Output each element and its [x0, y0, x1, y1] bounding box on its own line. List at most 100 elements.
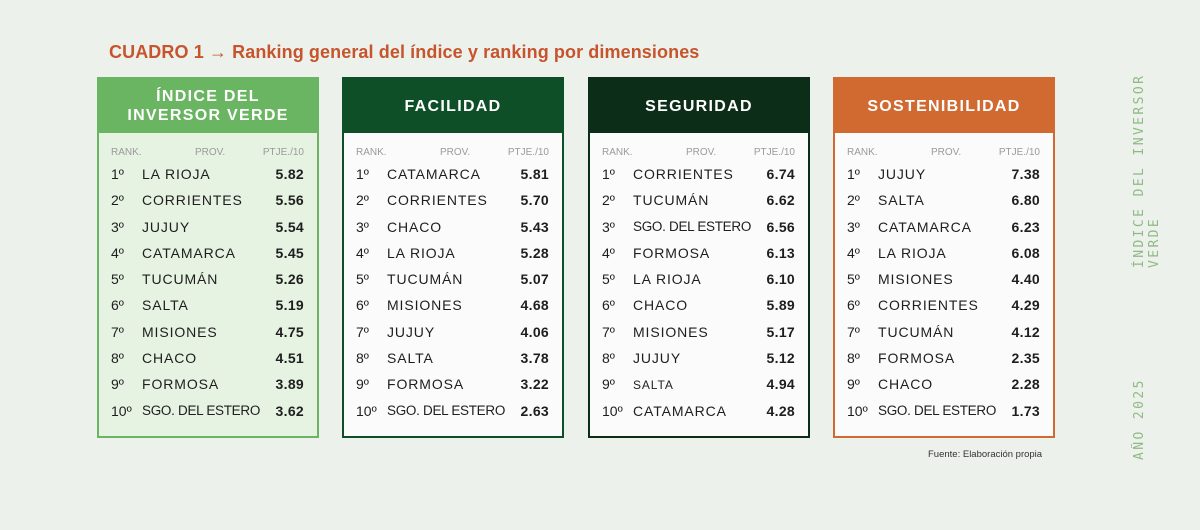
column-header-score: PTJE./10 [262, 147, 304, 158]
ranking-row: 6º CHACO 5.89 [590, 292, 808, 318]
column-header-prov: PROV. [195, 147, 226, 158]
sidebar-year-label: AÑO 2025 [1132, 378, 1147, 460]
score-value: 5.28 [520, 244, 549, 261]
rank-value: 3º [356, 218, 369, 235]
column-headers: RANK. PROV. PTJE./10 [835, 133, 1053, 163]
score-value: 6.23 [1011, 218, 1040, 235]
ranking-row: 8º SALTA 3.78 [344, 345, 562, 371]
score-value: 4.51 [275, 350, 304, 367]
ranking-row: 10º CATAMARCA 4.28 [590, 398, 808, 424]
ranking-row: 9º SALTA 4.94 [590, 371, 808, 397]
score-value: 5.17 [766, 323, 795, 340]
ranking-row: 1º JUJUY 7.38 [835, 161, 1053, 187]
province-name: CATAMARCA [878, 218, 972, 235]
score-value: 4.68 [520, 297, 549, 314]
province-name: CHACO [387, 218, 443, 235]
score-value: 6.08 [1011, 244, 1040, 261]
rank-value: 6º [111, 297, 124, 314]
ranking-row: 4º CATAMARCA 5.45 [99, 240, 317, 266]
ranking-row: 4º FORMOSA 6.13 [590, 240, 808, 266]
rank-value: 4º [602, 244, 615, 261]
score-value: 5.89 [766, 297, 795, 314]
ranking-row: 3º CATAMARCA 6.23 [835, 214, 1053, 240]
rank-value: 8º [111, 350, 124, 367]
score-value: 1.73 [1011, 402, 1040, 419]
ranking-row: 1º LA RIOJA 5.82 [99, 161, 317, 187]
panel-title: ÍNDICE DEL INVERSOR VERDE [127, 87, 288, 125]
province-name: FORMOSA [633, 244, 711, 261]
ranking-list: 1º CORRIENTES 6.74 2º TUCUMÁN 6.62 3º SGO. DEL … [590, 161, 808, 424]
column-header-rank: RANK. [847, 147, 878, 158]
score-value: 6.62 [766, 192, 795, 209]
rank-value: 1º [847, 166, 860, 182]
ranking-row: 8º CHACO 4.51 [99, 345, 317, 371]
ranking-row: 2º CORRIENTES 5.70 [344, 187, 562, 213]
province-name: MISIONES [878, 271, 954, 288]
panel-sostenibilidad: SOSTENIBILIDAD RANK. PROV. PTJE./10 1º JUJUY 7… [833, 77, 1055, 438]
province-name: TUCUMÁN [142, 271, 219, 288]
column-header-prov: PROV. [440, 147, 471, 158]
panel-title-line1: FACILIDAD [404, 97, 502, 115]
ranking-row: 5º TUCUMÁN 5.26 [99, 266, 317, 292]
score-value: 2.28 [1011, 376, 1040, 393]
province-name: SALTA [387, 350, 434, 367]
score-value: 6.56 [766, 218, 795, 235]
panel-title-line1: ÍNDICE DEL [156, 88, 260, 105]
rank-value: 3º [602, 218, 615, 235]
score-value: 6.74 [766, 166, 795, 182]
rank-value: 10º [356, 402, 377, 419]
province-name: JUJUY [878, 166, 927, 182]
score-value: 5.26 [275, 271, 304, 288]
ranking-row: 6º MISIONES 4.68 [344, 292, 562, 318]
panel-title-line1: SEGURIDAD [645, 97, 753, 115]
province-name: LA RIOJA [387, 244, 456, 261]
panel-title-line2: INVERSOR VERDE [127, 107, 289, 124]
panel-title: SEGURIDAD [645, 97, 753, 116]
province-name: CHACO [878, 376, 934, 393]
province-name: JUJUY [142, 218, 191, 235]
ranking-row: 5º TUCUMÁN 5.07 [344, 266, 562, 292]
score-value: 4.06 [520, 323, 549, 340]
ranking-row: 9º FORMOSA 3.22 [344, 371, 562, 397]
rank-value: 4º [847, 244, 860, 261]
panel-header: SOSTENIBILIDAD [835, 79, 1053, 133]
ranking-row: 7º MISIONES 4.75 [99, 319, 317, 345]
province-name: CORRIENTES [878, 297, 979, 314]
province-name: CORRIENTES [633, 166, 734, 182]
province-name: CORRIENTES [387, 192, 488, 209]
ranking-row: 1º CORRIENTES 6.74 [590, 161, 808, 187]
province-name: CHACO [142, 350, 198, 367]
ranking-row: 6º CORRIENTES 4.29 [835, 292, 1053, 318]
province-name: JUJUY [633, 350, 682, 367]
score-value: 5.54 [275, 218, 304, 235]
province-name: FORMOSA [142, 376, 220, 393]
rank-value: 5º [356, 271, 369, 288]
score-value: 2.35 [1011, 350, 1040, 367]
rank-value: 4º [356, 244, 369, 261]
column-header-rank: RANK. [602, 147, 633, 158]
panel-title: SOSTENIBILIDAD [867, 97, 1020, 116]
ranking-row: 5º LA RIOJA 6.10 [590, 266, 808, 292]
province-name: CATAMARCA [633, 402, 727, 419]
column-header-prov: PROV. [686, 147, 717, 158]
column-header-score: PTJE./10 [753, 147, 795, 158]
ranking-row: 7º MISIONES 5.17 [590, 319, 808, 345]
ranking-row: 3º JUJUY 5.54 [99, 214, 317, 240]
score-value: 4.28 [766, 402, 795, 419]
province-name: SALTA [878, 192, 925, 209]
rank-value: 10º [847, 402, 868, 419]
province-name: SGO. DEL ESTERO [387, 402, 506, 418]
ranking-row: 10º SGO. DEL ESTERO 3.62 [99, 398, 317, 424]
rank-value: 2º [111, 192, 124, 209]
province-name: LA RIOJA [633, 271, 702, 288]
rank-value: 5º [847, 271, 860, 288]
score-value: 6.10 [766, 271, 795, 288]
ranking-row: 6º SALTA 5.19 [99, 292, 317, 318]
ranking-row: 2º CORRIENTES 5.56 [99, 187, 317, 213]
rank-value: 3º [111, 218, 124, 235]
rank-value: 7º [602, 323, 615, 340]
rank-value: 8º [356, 350, 369, 367]
column-header-rank: RANK. [111, 147, 142, 158]
rank-value: 9º [356, 376, 369, 393]
ranking-row: 10º SGO. DEL ESTERO 2.63 [344, 398, 562, 424]
